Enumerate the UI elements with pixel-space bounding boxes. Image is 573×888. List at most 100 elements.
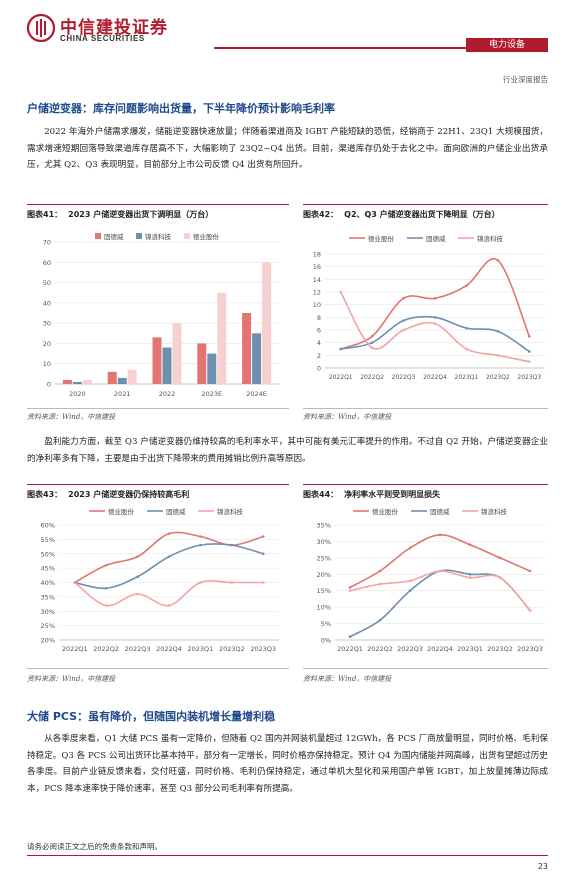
- bar-0-4: [242, 313, 252, 384]
- x-tick-label: 2023Q2: [219, 645, 245, 653]
- data-point-2-5: [498, 576, 502, 579]
- legend-label-0: 固德威: [104, 232, 124, 241]
- figure-41-source: 资料来源：Wind，中信建投: [27, 413, 116, 421]
- y-tick-label: 30%: [41, 608, 55, 616]
- figure-44-bottom-rule: [303, 668, 548, 669]
- data-point-0-3: [433, 297, 437, 300]
- y-tick-label: 30: [43, 320, 51, 328]
- series-line-2: [340, 291, 530, 363]
- y-tick-label: 8: [317, 314, 321, 322]
- figure-44-title: 图表44： 净利率水平则受到明显损失: [303, 490, 441, 499]
- x-tick-label: 2023Q2: [486, 374, 510, 381]
- legend-swatch-2: [184, 233, 190, 239]
- data-point-1-1: [378, 618, 382, 622]
- bar-2-3: [217, 292, 227, 384]
- figure-41-rule: [27, 204, 289, 205]
- data-point-0-6: [527, 335, 531, 338]
- data-point-1-3: [433, 316, 437, 319]
- header-rule: [214, 47, 548, 49]
- y-tick-label: 0: [317, 365, 321, 373]
- x-tick-label: 2021: [114, 390, 131, 398]
- figure-43-source: 资料来源：Wind，中信建投: [27, 675, 116, 683]
- data-point-1-2: [136, 575, 139, 579]
- data-point-1-6: [527, 350, 531, 353]
- bar-2-0: [82, 379, 92, 384]
- chart-gross-margin: 20% 25% 30% 35% 40% 45% 50% 55% 60% 2022Q1 2022Q2 2…: [41, 507, 279, 653]
- x-tick-label: 2022Q2: [367, 645, 393, 653]
- chart-shipments-annual: 0 10 20 30 40 50 60 70 2020 2021 2022 2023E 2024E 固德威…: [43, 232, 279, 398]
- figure-43-rule: [27, 484, 289, 485]
- data-point-1-1: [370, 341, 374, 344]
- data-point-0-5: [496, 259, 500, 262]
- y-tick-label: 40%: [41, 579, 55, 587]
- data-point-0-1: [104, 563, 108, 567]
- data-point-2-3: [433, 322, 437, 325]
- legend-swatch-1: [136, 233, 142, 239]
- y-tick-label: 55%: [41, 536, 55, 544]
- y-tick-label: 20%: [317, 571, 331, 579]
- x-tick-label: 2022Q1: [62, 645, 88, 653]
- data-point-1-4: [465, 326, 468, 330]
- data-point-1-2: [408, 589, 412, 593]
- y-tick-label: 4: [317, 339, 321, 347]
- x-tick-label: 2022Q1: [337, 645, 363, 653]
- bar-1-4: [252, 333, 262, 384]
- y-tick-label: 20%: [41, 637, 55, 645]
- legend-label-0: 德业股份: [108, 507, 135, 516]
- data-point-0-6: [261, 535, 265, 538]
- series-line-1: [340, 315, 530, 353]
- y-tick-label: 6: [317, 327, 321, 335]
- y-tick-label: 35%: [317, 522, 331, 530]
- figure-41-title: 图表41： 2023 户储逆变器出货下调明显（万台）: [27, 210, 214, 219]
- data-point-2-1: [104, 604, 108, 607]
- legend-label-1: 锦浪科技: [145, 232, 172, 241]
- data-point-2-5: [230, 581, 234, 584]
- data-point-2-0: [348, 589, 352, 593]
- data-point-1-2: [402, 319, 405, 322]
- y-tick-label: 12: [313, 289, 321, 297]
- y-tick-label: 10%: [317, 604, 331, 612]
- x-tick-label: 2023E: [201, 390, 222, 398]
- data-point-2-2: [408, 579, 412, 583]
- bar-0-0: [62, 379, 72, 384]
- data-point-2-0: [339, 290, 343, 294]
- data-point-2-2: [402, 328, 405, 332]
- legend-label-2: 锦浪科技: [481, 507, 508, 516]
- data-point-2-4: [468, 576, 472, 579]
- legend-label-1: 固德威: [426, 234, 446, 243]
- x-tick-label: 2024E: [246, 390, 267, 398]
- y-tick-label: 10: [313, 301, 321, 309]
- data-point-0-4: [199, 535, 202, 538]
- data-point-0-4: [468, 543, 472, 547]
- bar-0-3: [197, 343, 207, 384]
- x-tick-label: 2022Q3: [392, 374, 416, 381]
- bar-0-1: [107, 371, 117, 384]
- legend-label-0: 德业股份: [372, 507, 399, 516]
- section-title-residential-inverter: 户储逆变器：库存问题影响出货量，下半年降价预计影响毛利率: [27, 102, 335, 115]
- data-point-2-3: [438, 569, 442, 573]
- data-point-2-3: [167, 604, 171, 607]
- report-type: 行业深度报告: [503, 75, 548, 84]
- y-tick-label: 5%: [321, 620, 331, 628]
- y-tick-label: 25%: [317, 554, 331, 562]
- chart-shipments-quarterly: 0 2 4 6 8 10 12 14 16 18 2022Q1 2022Q2 2022Q3 2022Q4 2…: [313, 234, 545, 381]
- x-tick-label: 2022Q4: [156, 645, 182, 653]
- x-tick-label: 2022Q2: [93, 645, 119, 653]
- data-point-0-0: [348, 586, 352, 589]
- disclaimer-note: 请务必阅读正文之后的免责条款和声明。: [27, 842, 162, 851]
- y-tick-label: 40: [43, 299, 51, 307]
- y-tick-label: 60: [43, 259, 51, 267]
- data-point-1-0: [348, 635, 352, 639]
- y-tick-label: 20: [43, 340, 51, 348]
- data-point-0-2: [402, 297, 405, 300]
- brand-name-cn: 中信建投证券: [60, 18, 168, 38]
- y-tick-label: 0: [47, 381, 51, 389]
- y-tick-label: 25%: [41, 622, 55, 630]
- data-point-1-5: [496, 329, 500, 333]
- legend-swatch-0: [95, 233, 101, 239]
- data-point-0-2: [136, 555, 139, 558]
- figure-44-rule: [303, 484, 548, 485]
- data-point-1-3: [167, 555, 171, 558]
- y-tick-label: 50%: [41, 550, 55, 558]
- company-logo-icon: [27, 14, 55, 42]
